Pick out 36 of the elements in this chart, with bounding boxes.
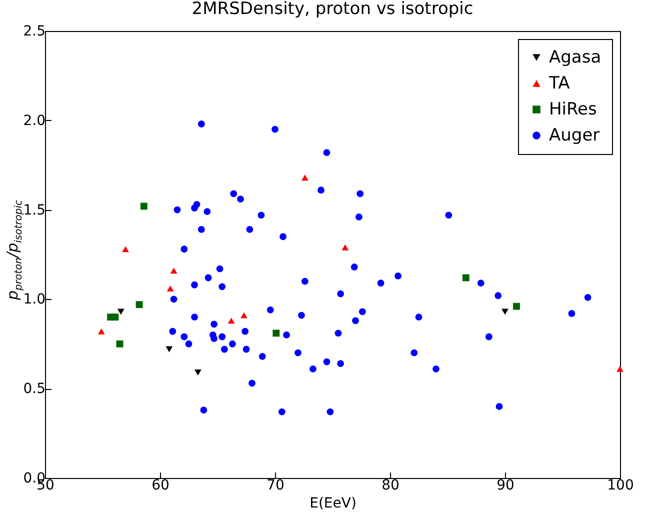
legend-label: Auger: [549, 126, 600, 146]
point: [240, 312, 248, 318]
x-tick-label: 90: [496, 478, 514, 494]
y-tick-label: 2.5: [23, 24, 46, 40]
legend-label: HiRes: [549, 100, 598, 120]
point: [116, 340, 124, 348]
y-tick-label: 0.5: [23, 381, 46, 398]
point: [112, 314, 119, 321]
point: [342, 244, 349, 250]
point: [170, 268, 178, 274]
x-axis-title: E(EeV): [310, 496, 356, 512]
x-tick-label: 100: [607, 478, 634, 494]
point: [462, 274, 470, 282]
legend-label: Agasa: [549, 48, 602, 68]
point: [122, 246, 129, 252]
point: [272, 330, 280, 337]
point: [140, 202, 148, 210]
point: [136, 301, 143, 308]
point: [502, 308, 508, 315]
point: [166, 346, 173, 352]
y-tick-label: 1.0: [23, 292, 46, 308]
point: [301, 174, 308, 181]
y-tick-label: 1.5: [23, 202, 46, 218]
x-tick-label: 80: [382, 478, 400, 494]
point: [117, 308, 124, 315]
chart-title: 2MRSDensity, proton vs isotropic: [192, 0, 474, 19]
point: [513, 302, 520, 310]
x-tick-label: 60: [152, 478, 170, 494]
legend-label: TA: [548, 74, 570, 94]
point: [194, 370, 202, 376]
point: [98, 328, 105, 334]
point: [228, 318, 235, 324]
point: [166, 285, 174, 292]
point: [616, 366, 624, 372]
x-tick-label: 70: [266, 478, 284, 494]
y-tick-label: 2.0: [23, 112, 46, 129]
